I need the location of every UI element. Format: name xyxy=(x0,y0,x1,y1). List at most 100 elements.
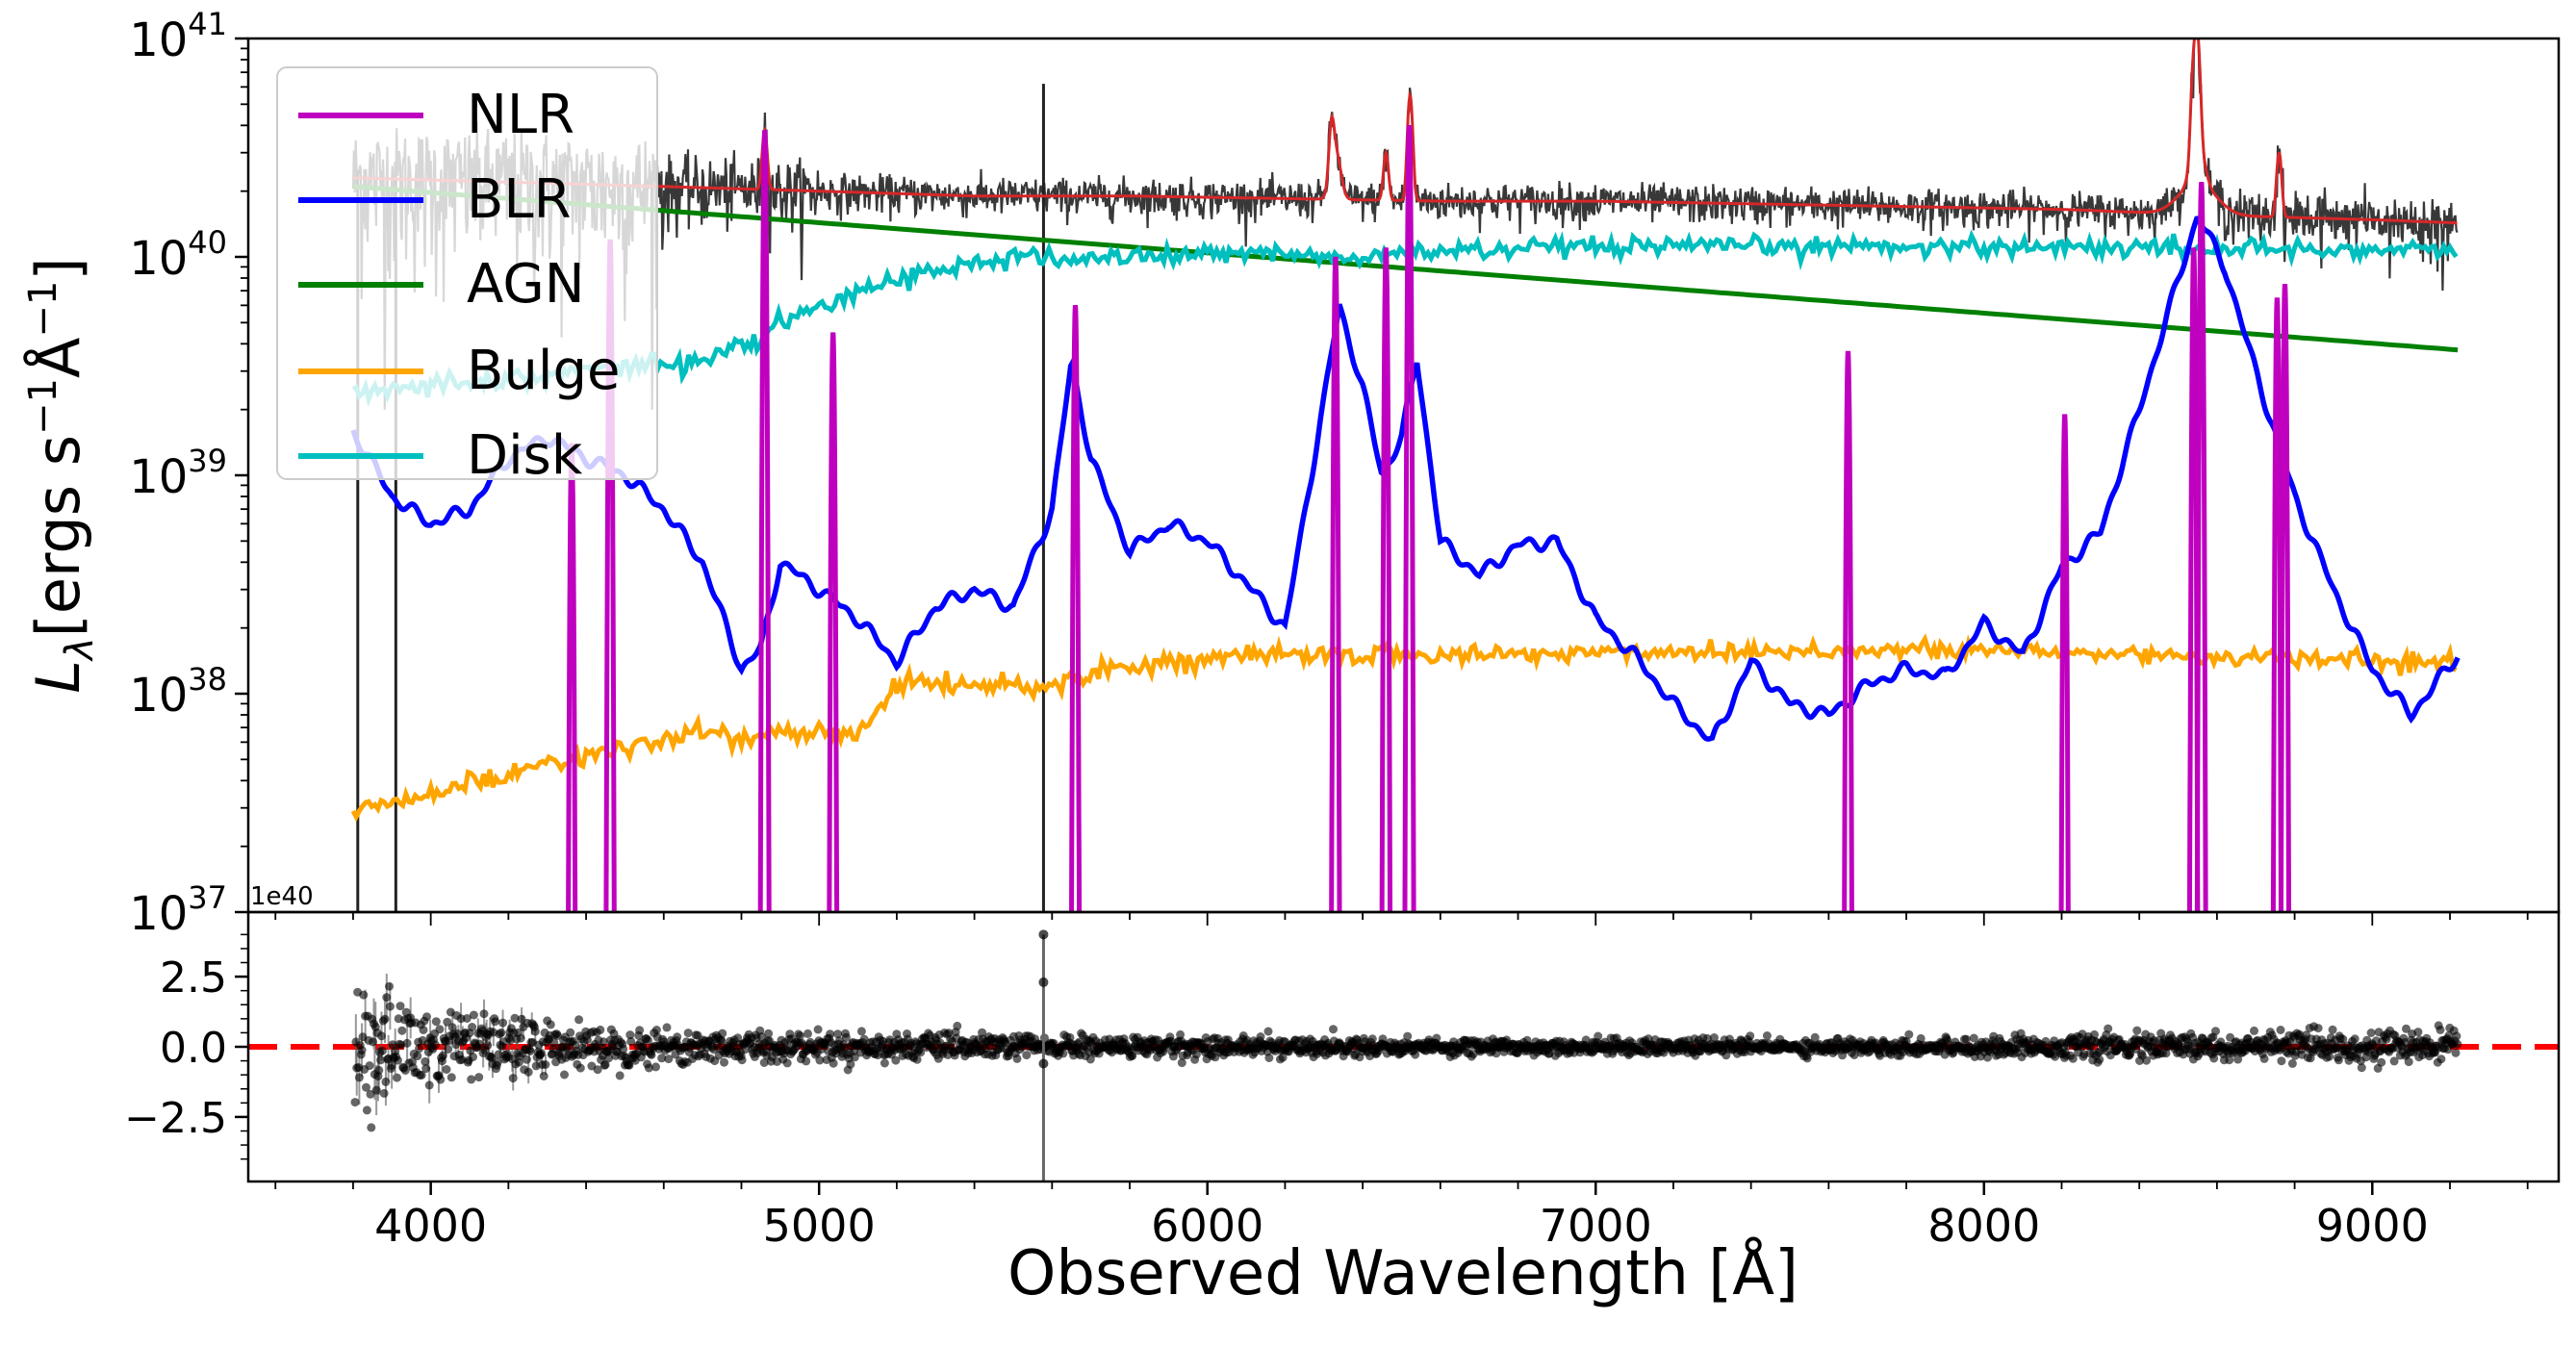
residual-point xyxy=(560,1070,569,1080)
residual-point xyxy=(469,1010,478,1020)
residual-point xyxy=(1961,1034,1971,1044)
residual-point xyxy=(1916,1033,1926,1043)
residual-point xyxy=(516,1033,525,1043)
residual-point xyxy=(494,1050,503,1059)
residual-point xyxy=(549,1038,559,1047)
residual-point xyxy=(1904,1029,1914,1039)
residual-point xyxy=(833,1029,843,1039)
spectrum-panel: 1037 1038 1039 1040 1041 Lλ[ergs s−1Å−1] NLR… xyxy=(21,6,2561,941)
residual-point xyxy=(574,1015,584,1025)
residual-point xyxy=(2452,1031,2461,1041)
residual-point xyxy=(673,1032,682,1042)
x-tick-label-5: 9000 xyxy=(2316,1200,2429,1252)
residual-point xyxy=(467,1075,476,1084)
residual-point xyxy=(474,1073,484,1082)
residual-point xyxy=(2142,1055,2152,1065)
residual-point xyxy=(510,1013,520,1023)
residual-point xyxy=(720,1057,728,1067)
residual-point xyxy=(522,1054,531,1064)
residual-point xyxy=(2090,1029,2099,1039)
residual-point xyxy=(846,1059,855,1069)
residual-point xyxy=(479,1009,489,1019)
x-tick-label-2: 6000 xyxy=(1151,1200,1263,1252)
residual-point xyxy=(421,1064,431,1074)
residual-point xyxy=(537,1049,546,1058)
residual-point xyxy=(1849,1051,1859,1059)
residual-point xyxy=(2404,1057,2413,1067)
residual-point xyxy=(912,1054,922,1064)
residual-point xyxy=(376,1055,386,1065)
residual-point xyxy=(435,1025,445,1034)
residual-point xyxy=(546,1020,555,1029)
residual-point xyxy=(422,1012,431,1022)
residual-point xyxy=(354,1073,364,1082)
residual-point xyxy=(619,1044,628,1054)
residual-point xyxy=(683,1029,693,1038)
residual-point xyxy=(523,1067,533,1077)
residual-point xyxy=(1191,1050,1201,1059)
residual-point xyxy=(850,1053,859,1062)
residual-point xyxy=(430,1040,440,1050)
legend: NLR BLR AGN Bulge Disk xyxy=(276,66,658,487)
nlr-line-7 xyxy=(1402,125,1416,912)
residual-point xyxy=(1329,1025,1338,1034)
residual-outlier-point-2 xyxy=(1038,1058,1049,1069)
residual-point xyxy=(2276,1026,2285,1034)
series-model-line xyxy=(353,38,2458,225)
x-tick-label-0: 4000 xyxy=(374,1200,487,1252)
residual-point xyxy=(1085,1054,1095,1064)
residual-point xyxy=(468,1023,477,1031)
residual-point xyxy=(380,1014,390,1024)
residual-point xyxy=(718,1029,727,1038)
residual-point xyxy=(2233,1054,2243,1064)
residual-point xyxy=(1128,1051,1137,1060)
residual-point xyxy=(413,1052,422,1061)
residual-point xyxy=(600,1060,610,1070)
residual-point xyxy=(350,1098,360,1107)
residual-point xyxy=(651,1062,660,1072)
residual-point xyxy=(891,1055,901,1065)
residual-y-tick-label-2: 2.5 xyxy=(160,953,227,1003)
residual-point xyxy=(644,1063,653,1073)
residual-series xyxy=(248,929,2559,1181)
legend-entry-nlr: NLR xyxy=(298,84,574,146)
y-tick-label-3: 1040 xyxy=(129,224,227,286)
legend-label-blr: BLR xyxy=(467,168,572,231)
residual-point xyxy=(1367,1034,1377,1044)
residual-point xyxy=(856,1027,866,1036)
y-tick-label-4: 1041 xyxy=(129,6,227,67)
residual-point xyxy=(475,1039,485,1049)
spectrum-x-ticks xyxy=(274,912,2529,926)
residual-point xyxy=(2402,1024,2410,1033)
residual-point xyxy=(664,1054,674,1064)
residual-point xyxy=(1256,1032,1265,1041)
residual-point xyxy=(491,1017,500,1027)
residual-point xyxy=(371,1085,381,1095)
y-tick-label-1: 1038 xyxy=(129,661,227,723)
x-tick-label-1: 5000 xyxy=(763,1200,876,1252)
residual-x-ticks: 4000 5000 6000 7000 8000 9000 xyxy=(274,1181,2529,1252)
legend-label-disk: Disk xyxy=(467,424,583,487)
y-tick-label-0: 1037 xyxy=(129,879,227,941)
x-axis-label: Observed Wavelength [Å] xyxy=(1007,1236,1798,1309)
residual-point xyxy=(525,1046,535,1055)
residual-point xyxy=(2209,1054,2219,1063)
residual-point xyxy=(2104,1024,2113,1033)
residual-point xyxy=(815,1055,825,1065)
residual-point xyxy=(395,1002,405,1011)
residual-point xyxy=(497,1028,506,1037)
nlr-line-6 xyxy=(1379,247,1393,912)
residual-point xyxy=(737,1055,747,1065)
residual-point xyxy=(764,1029,774,1038)
residual-point xyxy=(393,1073,401,1082)
residual-point xyxy=(2328,1025,2337,1034)
residual-point xyxy=(377,1046,387,1055)
residual-point xyxy=(2453,1039,2462,1049)
y-tick-label-2: 1039 xyxy=(129,443,227,504)
nlr-line-11 xyxy=(2194,181,2208,912)
residual-point xyxy=(841,1032,851,1042)
legend-box xyxy=(276,66,658,480)
residual-point xyxy=(530,1027,540,1036)
residual-point xyxy=(362,1105,371,1115)
